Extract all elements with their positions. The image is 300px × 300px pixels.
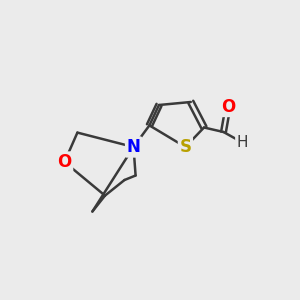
Text: N: N <box>127 138 140 156</box>
Text: O: O <box>221 98 235 116</box>
Text: H: H <box>237 135 248 150</box>
Text: O: O <box>57 153 72 171</box>
Text: S: S <box>179 138 191 156</box>
